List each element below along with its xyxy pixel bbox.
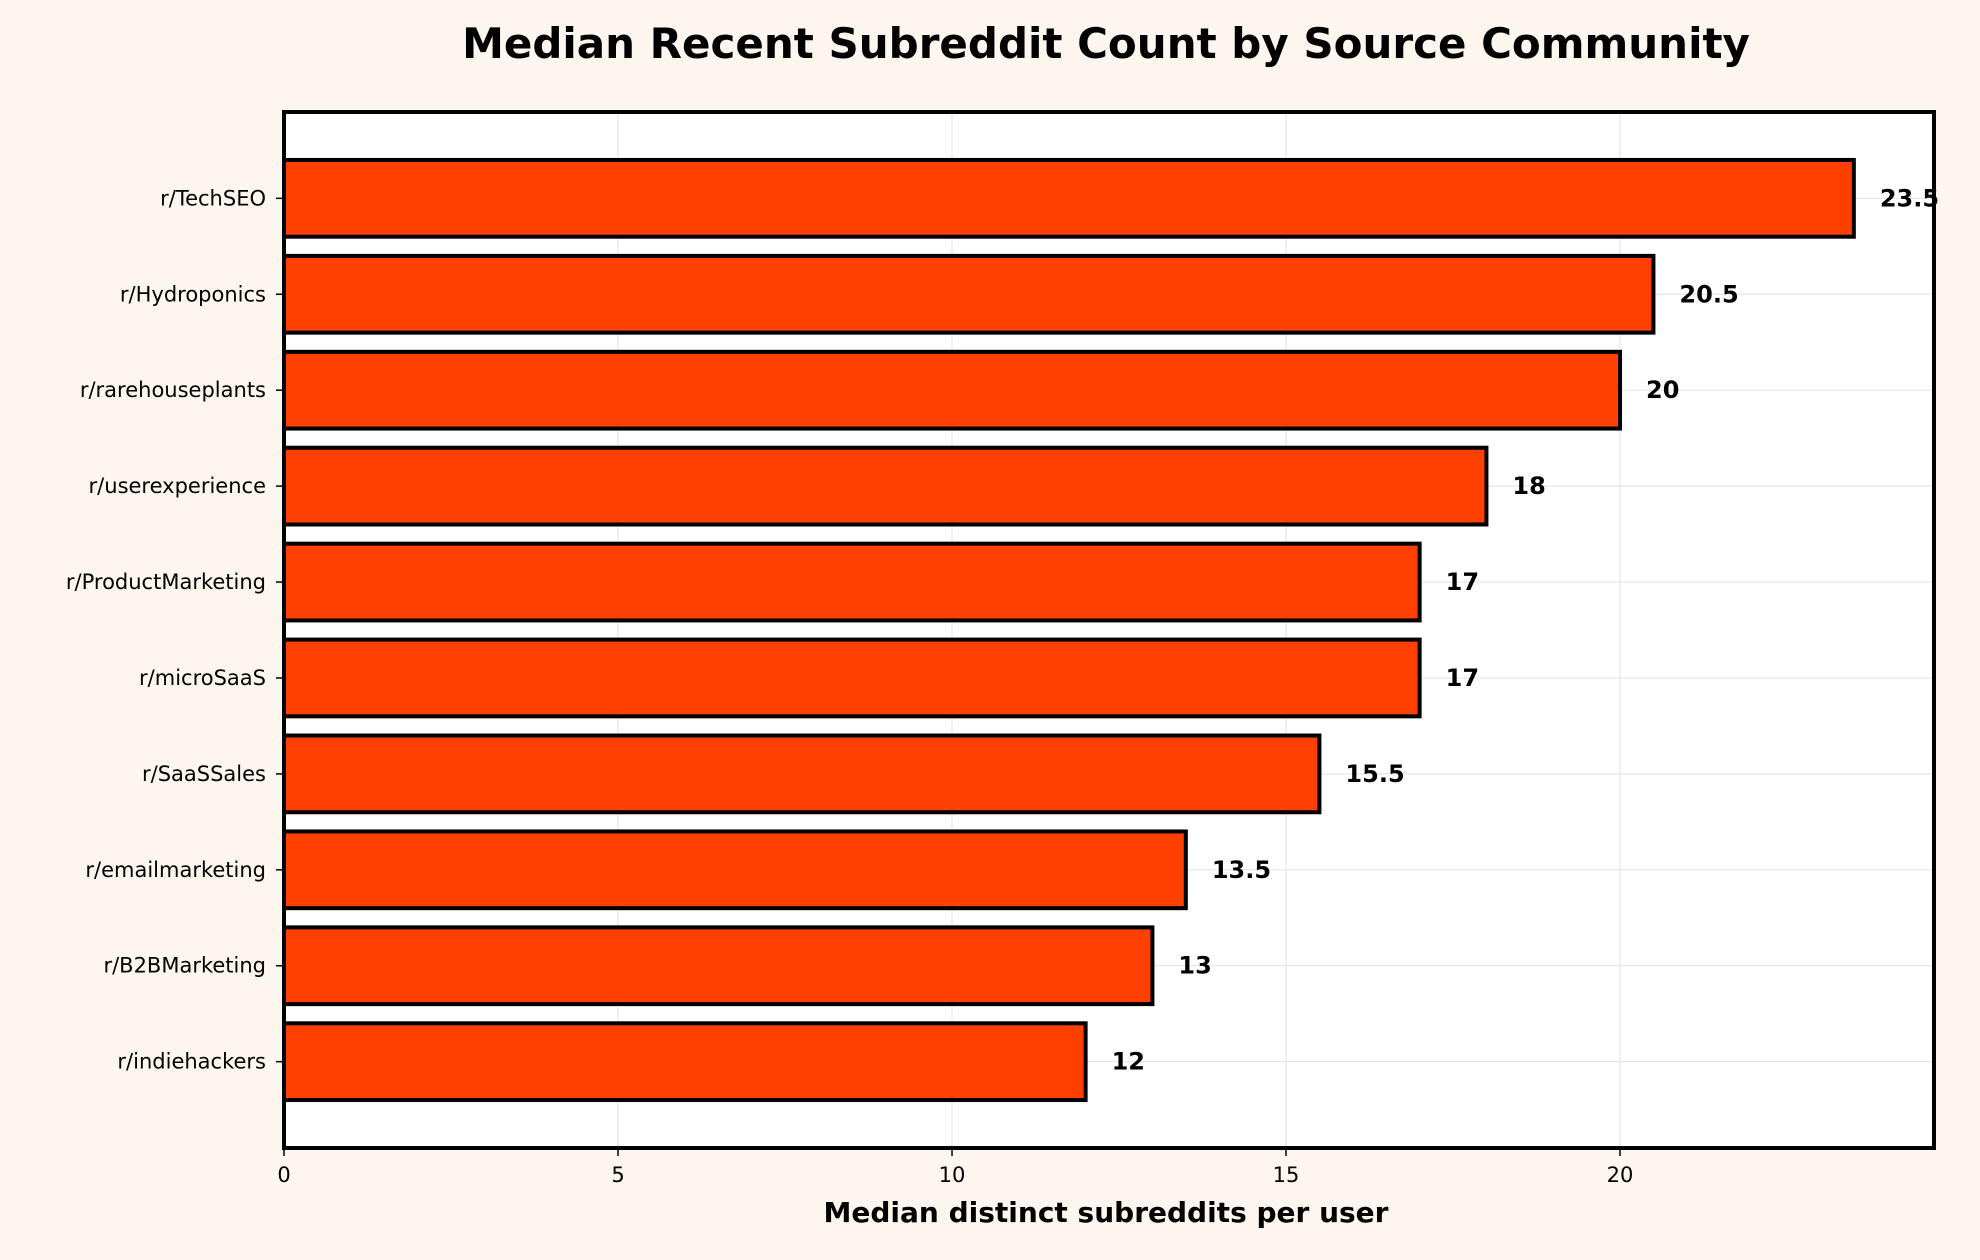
bar	[282, 445, 1489, 527]
bar	[282, 349, 1623, 431]
x-tick-label: 15	[1273, 1163, 1300, 1187]
value-label: 20.5	[1679, 280, 1738, 308]
category-label: r/indiehackers	[117, 1050, 266, 1074]
value-label: 12	[1112, 1048, 1145, 1076]
value-label: 20	[1646, 376, 1679, 404]
bar	[282, 733, 1322, 815]
value-label: 15.5	[1345, 760, 1404, 788]
x-axis-label: Median distinct subreddits per user	[824, 1196, 1389, 1229]
category-label: r/rarehouseplants	[80, 378, 266, 402]
category-label: r/emailmarketing	[85, 858, 266, 882]
category-label: r/userexperience	[89, 474, 266, 498]
category-label: r/Hydroponics	[120, 282, 266, 306]
bar	[282, 829, 1188, 911]
category-label: r/ProductMarketing	[66, 570, 266, 594]
bar	[282, 925, 1155, 1007]
category-label: r/TechSEO	[160, 186, 266, 210]
value-label: 13.5	[1212, 856, 1271, 884]
x-tick-label: 0	[277, 1163, 290, 1187]
value-label: 23.5	[1880, 184, 1939, 212]
value-label: 17	[1446, 664, 1479, 692]
x-tick-label: 10	[939, 1163, 966, 1187]
value-label: 18	[1512, 472, 1545, 500]
bar	[282, 157, 1856, 239]
x-tick-label: 5	[611, 1163, 624, 1187]
bar	[282, 541, 1422, 623]
bar	[282, 637, 1422, 719]
bar	[282, 253, 1656, 335]
bar	[282, 1021, 1088, 1103]
value-label: 13	[1178, 952, 1211, 980]
value-label: 17	[1446, 568, 1479, 596]
category-label: r/SaaSSales	[142, 762, 266, 786]
chart-title: Median Recent Subreddit Count by Source …	[462, 19, 1750, 68]
category-label: r/microSaaS	[139, 666, 266, 690]
x-tick-label: 20	[1607, 1163, 1634, 1187]
plot-frame	[282, 110, 1936, 1150]
category-label: r/B2BMarketing	[103, 954, 266, 978]
